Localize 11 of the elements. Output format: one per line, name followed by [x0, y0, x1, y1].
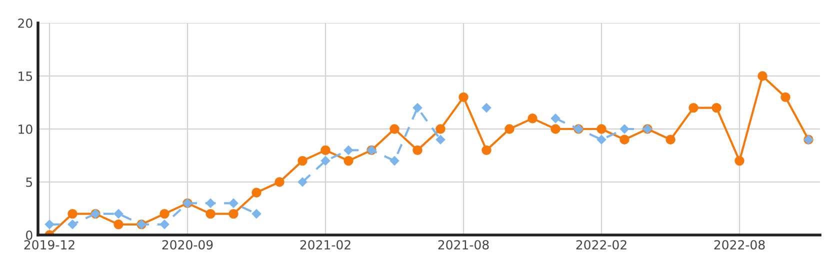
x-tick-label: 2021-02	[300, 240, 350, 250]
x-tick-label: 2022-08	[714, 240, 765, 250]
x-tick-label: 2022-02	[576, 240, 626, 250]
x-tick-label: 2021-08	[438, 240, 489, 250]
y-tick-label: 5	[26, 178, 32, 187]
x-tick-label: 2020-09	[162, 240, 213, 250]
y-tick-label: 15	[18, 72, 32, 81]
x-tick-label: 2019-12	[24, 240, 74, 250]
y-tick-label: 20	[18, 18, 32, 28]
y-tick-label: 0	[26, 230, 32, 240]
y-tick-label: 10	[18, 124, 32, 134]
